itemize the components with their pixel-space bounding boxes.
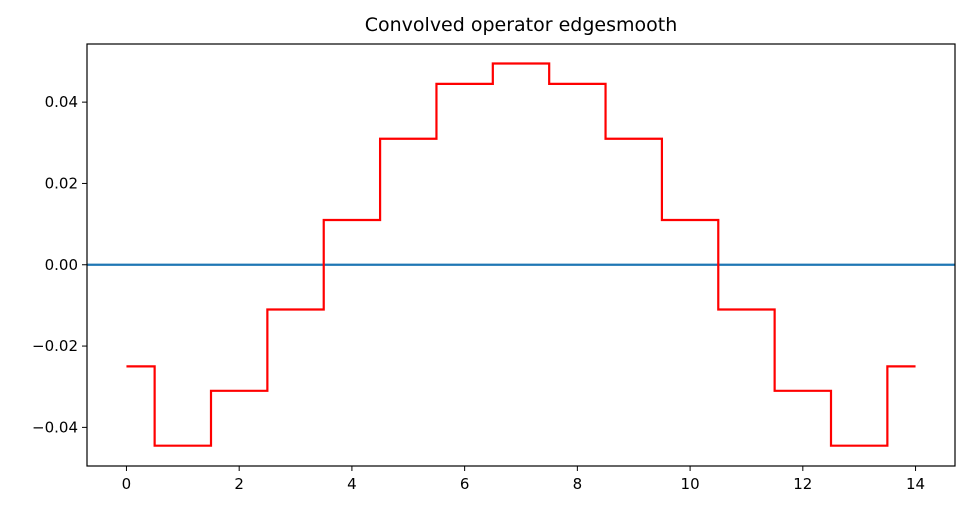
x-tick-label: 10 [681, 475, 700, 493]
y-tick-label: 0.02 [45, 174, 78, 192]
plot-area [87, 62, 955, 447]
y-tick-label: 0.00 [45, 256, 78, 274]
x-tick-label: 14 [906, 475, 925, 493]
x-tick-label: 12 [793, 475, 812, 493]
y-tick-label: 0.04 [45, 93, 78, 111]
y-tick-label: −0.04 [32, 418, 78, 436]
x-tick-label: 6 [460, 475, 470, 493]
y-axis: −0.04 −0.02 0.00 0.02 0.04 [32, 93, 87, 436]
x-tick-label: 0 [122, 475, 132, 493]
x-tick-label: 4 [347, 475, 357, 493]
x-axis: 0 2 4 6 8 10 12 14 [122, 466, 925, 493]
x-tick-label: 8 [573, 475, 583, 493]
chart-title: Convolved operator edgesmooth [365, 14, 678, 36]
series-line-0 [126, 62, 916, 447]
y-tick-label: −0.02 [32, 337, 78, 355]
axes-frame [86, 43, 956, 467]
x-tick-label: 2 [234, 475, 244, 493]
